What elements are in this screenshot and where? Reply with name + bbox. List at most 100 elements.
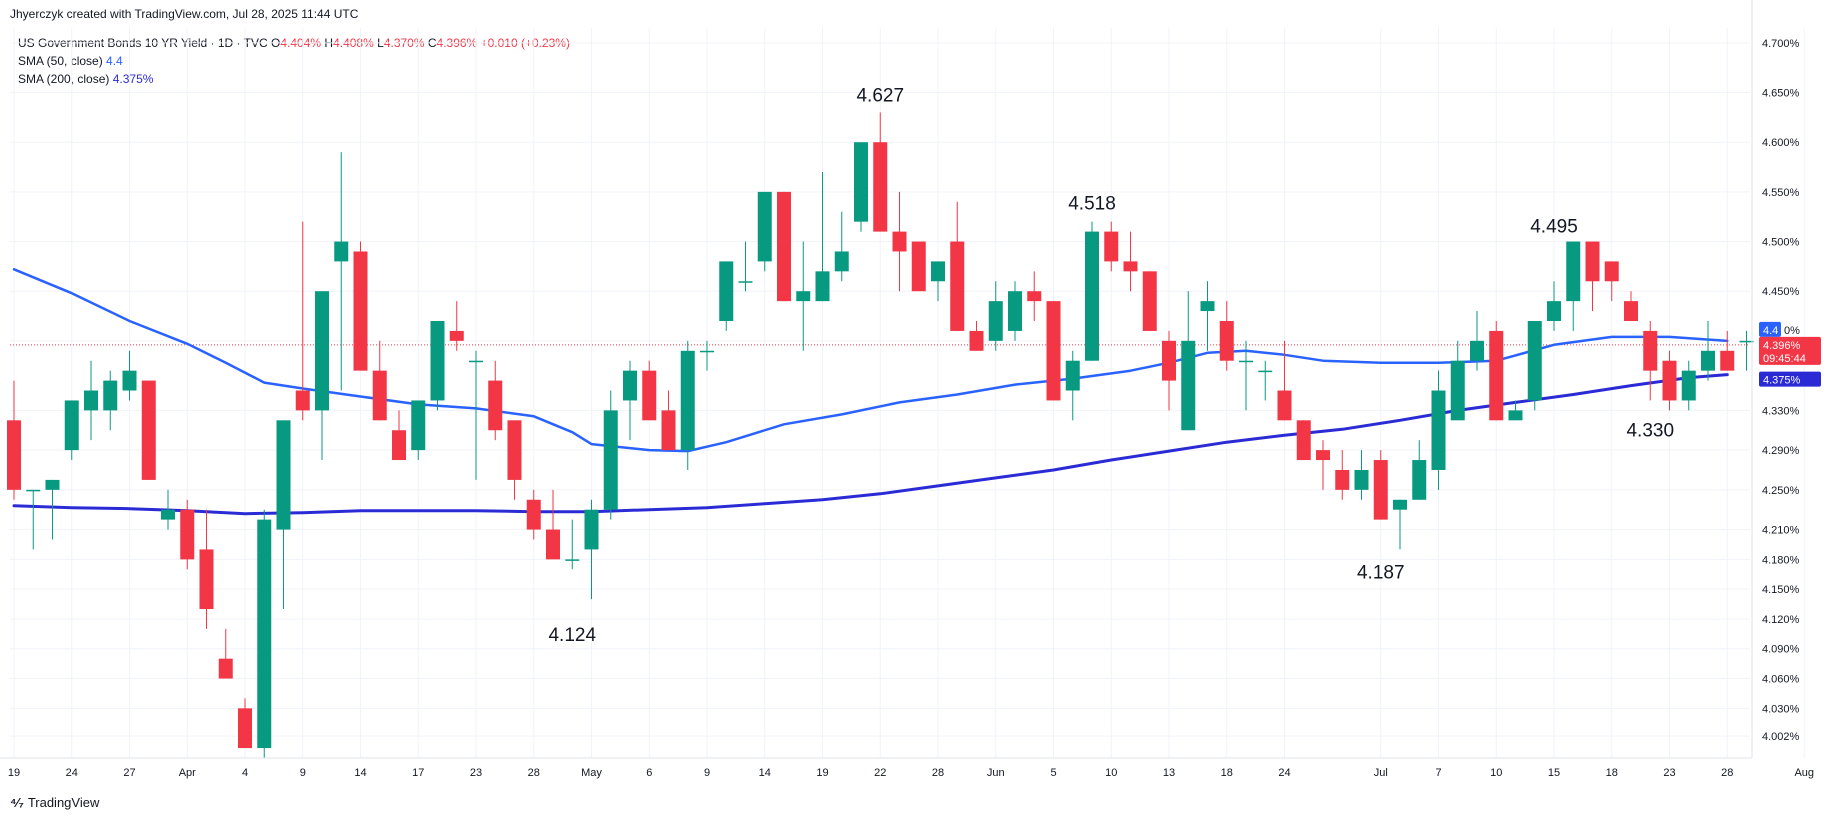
candle-body xyxy=(353,251,368,371)
x-tick-label: 19 xyxy=(816,767,828,779)
candle-body xyxy=(449,330,464,341)
candle-up xyxy=(257,509,272,758)
candle-body xyxy=(1547,301,1561,321)
y-tick-label: 4.090% xyxy=(1762,644,1800,656)
sma200-label: SMA (200, close) xyxy=(18,72,110,86)
candle-up xyxy=(1181,291,1196,431)
y-tick-label: 4.600% xyxy=(1762,137,1800,149)
price-label: 4.396%09:45:44 xyxy=(1759,336,1821,365)
x-tick-label: 22 xyxy=(874,767,886,779)
candle-down xyxy=(180,499,195,570)
candle-up xyxy=(565,519,580,570)
candle-up xyxy=(1681,360,1696,411)
candle-body xyxy=(565,559,580,561)
candle-body xyxy=(1527,320,1542,401)
candle-down xyxy=(1604,261,1619,302)
candle-up xyxy=(334,152,349,391)
candle-body xyxy=(546,529,560,560)
candle-body xyxy=(1181,340,1196,431)
price-label-countdown: 09:45:44 xyxy=(1763,353,1806,365)
candle-up xyxy=(276,420,291,610)
candle-body xyxy=(45,479,60,490)
sma50-row[interactable]: SMA (50, close) 4.4 xyxy=(18,52,570,70)
candle-body xyxy=(1662,360,1677,401)
candle-body xyxy=(257,519,272,749)
x-tick-label: 24 xyxy=(66,767,78,779)
candle-body xyxy=(1104,231,1119,262)
candle-body xyxy=(1296,420,1311,461)
candle-body xyxy=(931,261,945,282)
candle-body xyxy=(873,142,888,232)
candle-down xyxy=(372,340,387,421)
candle-down xyxy=(1643,320,1658,401)
candle-body xyxy=(430,320,445,401)
candle-body xyxy=(1585,241,1600,282)
candle-up xyxy=(988,281,1003,351)
candle-body xyxy=(1508,410,1523,421)
candle-body xyxy=(315,291,329,411)
x-tick-label: 27 xyxy=(123,767,135,779)
candle-body xyxy=(1258,370,1273,373)
candle-down xyxy=(199,509,214,629)
candle-body xyxy=(1316,450,1330,461)
candle-body xyxy=(1701,350,1715,371)
candle-body xyxy=(180,509,195,560)
sma200-row[interactable]: SMA (200, close) 4.375% xyxy=(18,70,570,88)
candle-up xyxy=(1508,400,1523,421)
candle-body xyxy=(1470,340,1484,361)
x-axis: 19 24 27 Apr 4 9 14 17 23 28 May 6 9 14 19 22 28 Jun 5 10 13… xyxy=(0,757,1814,779)
x-tick-label: 14 xyxy=(354,767,366,779)
candle-up xyxy=(45,479,60,540)
price-labels: 4.4 0%4.396%09:45:444.375% xyxy=(1759,321,1821,387)
y-tick-label: 4.450% xyxy=(1762,286,1800,298)
candle-body xyxy=(372,370,387,421)
x-tick-label: 9 xyxy=(704,767,710,779)
candle-down xyxy=(1142,271,1157,331)
candle-body xyxy=(1373,460,1388,520)
price-label-text: 4.4 xyxy=(1763,325,1778,337)
candle-up xyxy=(1450,340,1465,421)
candle-down xyxy=(488,360,503,441)
tradingview-brand[interactable]: ⁴⁄₇ TradingView xyxy=(10,795,99,810)
y-tick-label: 4.700% xyxy=(1762,38,1800,50)
x-tick-label: 7 xyxy=(1435,767,1441,779)
candle-body xyxy=(1739,340,1754,343)
candle-down xyxy=(1046,301,1061,401)
candle-body xyxy=(1277,390,1292,421)
candle-up xyxy=(854,142,868,232)
price-label-bg xyxy=(1759,336,1821,365)
candle-body xyxy=(218,658,233,679)
candle-up xyxy=(315,291,329,461)
y-tick-label: 4.550% xyxy=(1762,187,1800,199)
candle-body xyxy=(238,708,252,749)
candle-body xyxy=(1450,360,1465,421)
candle-down xyxy=(892,191,907,292)
candle-down xyxy=(950,201,965,331)
candle-up xyxy=(26,489,41,550)
candle-body xyxy=(719,261,734,321)
sma200-path xyxy=(12,373,1729,516)
candle-body xyxy=(1219,320,1234,361)
y-tick-label: 4.030% xyxy=(1762,703,1800,715)
candle-body xyxy=(1354,469,1369,490)
y-tick-label: 4.150% xyxy=(1762,584,1800,596)
x-tick-label: Aug xyxy=(1794,767,1814,779)
candle-up xyxy=(1008,281,1022,341)
candle-down xyxy=(1335,450,1350,500)
x-tick-label: 23 xyxy=(1663,767,1675,779)
sma50-value: 4.4 xyxy=(106,54,123,68)
x-tick-label: 24 xyxy=(1278,767,1290,779)
candle-up xyxy=(738,241,753,292)
candle-body xyxy=(969,330,984,351)
candle-body xyxy=(1200,301,1215,312)
candle-down xyxy=(1316,440,1330,490)
candle-down xyxy=(546,489,560,560)
candle-up xyxy=(1739,330,1754,371)
y-tick-label: 4.002% xyxy=(1762,731,1800,743)
candle-body xyxy=(334,241,349,262)
candle-down xyxy=(507,420,522,500)
candle-up xyxy=(1527,320,1542,411)
y-tick-label: 4.650% xyxy=(1762,88,1800,100)
candle-up xyxy=(680,340,695,470)
